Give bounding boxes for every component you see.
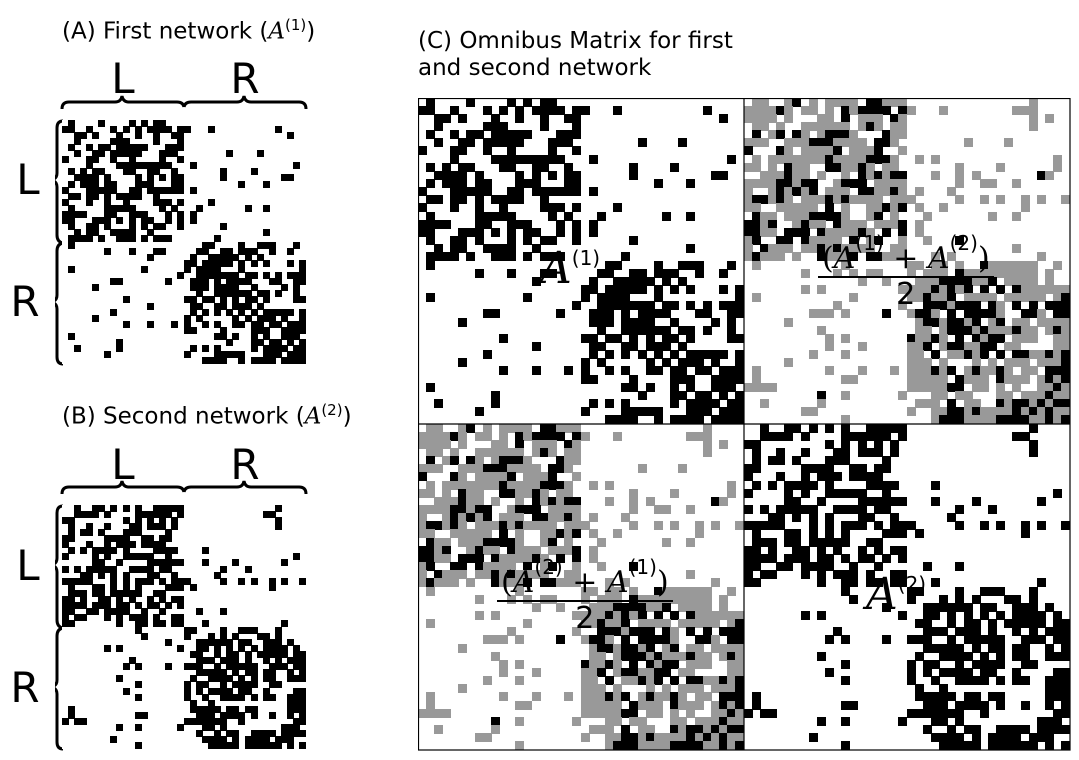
panel-a-braces (55, 95, 308, 366)
brace-side-r (55, 241, 64, 366)
brace-top-r (182, 95, 308, 110)
label-average-21: (A(2) + A(1)) 2 (497, 550, 673, 636)
label-a2: A(2) (866, 569, 927, 620)
panel-a-side-label-r: R (10, 277, 40, 326)
omnibus-frame (418, 98, 1071, 751)
panel-b-title: (B) Second network (A(2)) (62, 401, 352, 430)
brace-side-l (55, 504, 64, 630)
panel-b-side-label-l: L (16, 541, 40, 590)
panel-a-side-label-l: L (16, 155, 40, 204)
panel-b-top-label-l: L (111, 440, 135, 489)
brace-side-l (55, 119, 64, 245)
panel-c-title-line1: (C) Omnibus Matrix for first (418, 28, 733, 54)
panel-c-title-line2: and second network (418, 55, 652, 81)
brace-top-r (182, 480, 308, 495)
panel-a-top-label-l: L (111, 54, 135, 103)
panel-b-top-label-r: R (230, 440, 260, 489)
panel-b-side-label-r: R (10, 663, 40, 712)
brace-top-l (60, 480, 186, 495)
label-average-12: (A(1) + A(2)) 2 (818, 226, 994, 312)
adjacency-matrix-a1 (62, 120, 306, 364)
panel-a-title: (A) First network (A(1)) (62, 16, 316, 45)
panel-a-top-label-r: R (230, 54, 260, 103)
brace-side-r (55, 626, 64, 751)
label-a1: A(1) (540, 243, 601, 294)
adjacency-matrix-a2 (62, 505, 306, 749)
brace-top-l (60, 95, 186, 110)
panel-b-braces (55, 480, 308, 751)
